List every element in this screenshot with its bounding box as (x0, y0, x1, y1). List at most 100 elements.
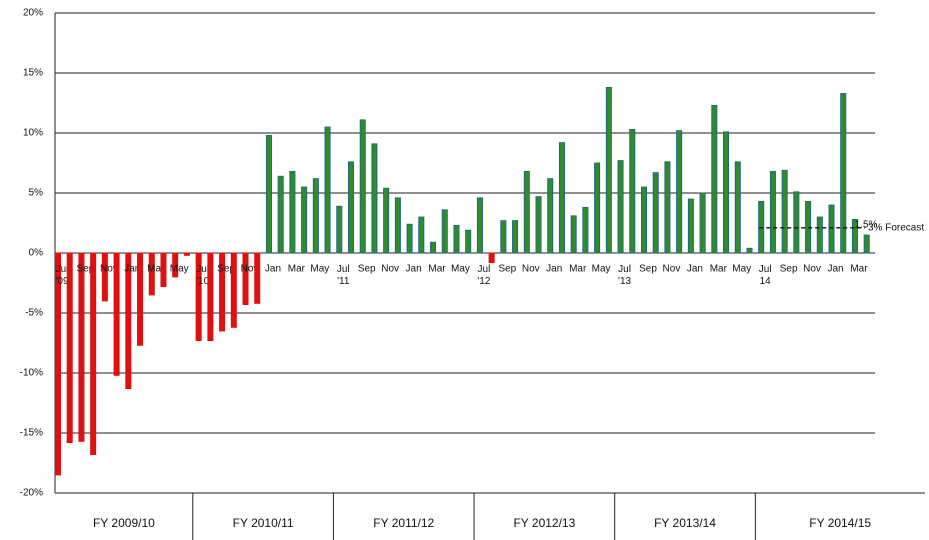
x-tick-label: Nov (381, 264, 399, 275)
x-tick-label: May (451, 264, 470, 275)
bar (558, 142, 565, 254)
fy-label: FY 2012/13 (513, 516, 575, 530)
bar (617, 160, 624, 254)
y-tick-label: 5% (29, 188, 44, 199)
forecast-label: 3% Forecast (868, 222, 924, 233)
fy-label: FY 2014/15 (809, 516, 871, 530)
fy-label: FY 2013/14 (654, 516, 716, 530)
bar (207, 252, 214, 341)
bar (172, 252, 179, 278)
x-tick-label: Jan (687, 264, 703, 275)
x-tick-label: Mar (850, 264, 868, 275)
bar (769, 170, 776, 254)
x-tick-line: Jul (618, 264, 631, 275)
bar (664, 161, 671, 254)
x-tick-label: Mar (428, 264, 446, 275)
bar (476, 197, 483, 254)
x-tick-label: Sep (77, 264, 95, 275)
x-tick-label: Sep (780, 264, 798, 275)
bar (851, 218, 858, 254)
bar (488, 252, 495, 264)
bar (254, 252, 261, 304)
bar (90, 252, 97, 456)
value-label: 1.5% (855, 220, 878, 231)
x-tick-label: Jul '12 (477, 264, 490, 287)
bar (746, 247, 753, 254)
bar (641, 186, 648, 254)
bar (55, 252, 62, 476)
bar (242, 252, 249, 305)
bar (383, 187, 390, 254)
bar (219, 252, 226, 332)
bar (101, 252, 108, 302)
bar (828, 204, 835, 254)
y-tick-label: -10% (20, 368, 43, 379)
x-tick-label: Jul '11 (337, 264, 350, 287)
x-tick-label: May (732, 264, 751, 275)
x-tick-line: '13 (618, 276, 631, 287)
bar (500, 220, 507, 254)
bar (265, 134, 272, 254)
x-tick-label: Nov (100, 264, 118, 275)
x-tick-line: '12 (477, 276, 490, 287)
x-tick-label: Mar (147, 264, 165, 275)
y-tick-label: -15% (20, 428, 43, 439)
x-tick-label: Mar (569, 264, 587, 275)
bar (230, 252, 237, 328)
bar (183, 252, 190, 256)
y-tick-label: 15% (23, 68, 43, 79)
fy-label: FY 2011/12 (373, 516, 434, 530)
bar (277, 175, 284, 254)
bar (78, 252, 85, 442)
x-tick-label: Mar (710, 264, 728, 275)
bar (418, 216, 425, 254)
bar (711, 105, 718, 254)
bar (406, 223, 413, 254)
bar (430, 241, 437, 254)
bar (336, 205, 343, 254)
bar (125, 252, 132, 390)
bar (371, 143, 378, 254)
x-tick-label: Nov (522, 264, 540, 275)
bar (289, 170, 296, 254)
x-tick-label: Sep (358, 264, 376, 275)
bar (312, 178, 319, 254)
bar (66, 252, 73, 444)
bar (652, 172, 659, 254)
bar (793, 191, 800, 254)
x-tick-label: Nov (241, 264, 259, 275)
x-tick-label: Jul '13 (618, 264, 631, 287)
fy-label: FY 2009/10 (93, 516, 155, 530)
x-tick-label: Jan (406, 264, 422, 275)
bar (570, 215, 577, 254)
bar (734, 161, 741, 254)
x-tick-label: Sep (498, 264, 516, 275)
bar (699, 192, 706, 254)
fy-label: FY 2010/11 (233, 516, 294, 530)
x-tick-label: May (310, 264, 329, 275)
x-tick-line: '09 (55, 276, 68, 287)
x-tick-label: Jan (124, 264, 140, 275)
x-tick-label: Nov (663, 264, 681, 275)
x-tick-label: Jul '10 (196, 264, 209, 287)
x-tick-line: Jul (478, 264, 491, 275)
bar (629, 128, 636, 254)
x-tick-line: Jul (759, 264, 772, 275)
bar (512, 220, 519, 254)
x-tick-label: Mar (288, 264, 306, 275)
y-tick-label: 10% (23, 128, 43, 139)
y-tick-label: -20% (20, 488, 43, 499)
bar (594, 162, 601, 254)
x-tick-line: Jul (337, 264, 350, 275)
x-tick-label: May (592, 264, 611, 275)
bar (347, 161, 354, 254)
x-tick-line: Jul (56, 264, 69, 275)
x-tick-line: 14 (760, 276, 772, 287)
bar (863, 234, 870, 254)
bar (605, 87, 612, 254)
x-tick-label: Jan (546, 264, 562, 275)
x-tick-label: Jul 14 (759, 264, 772, 287)
bar (687, 198, 694, 254)
bar (453, 224, 460, 254)
bar (781, 169, 788, 254)
